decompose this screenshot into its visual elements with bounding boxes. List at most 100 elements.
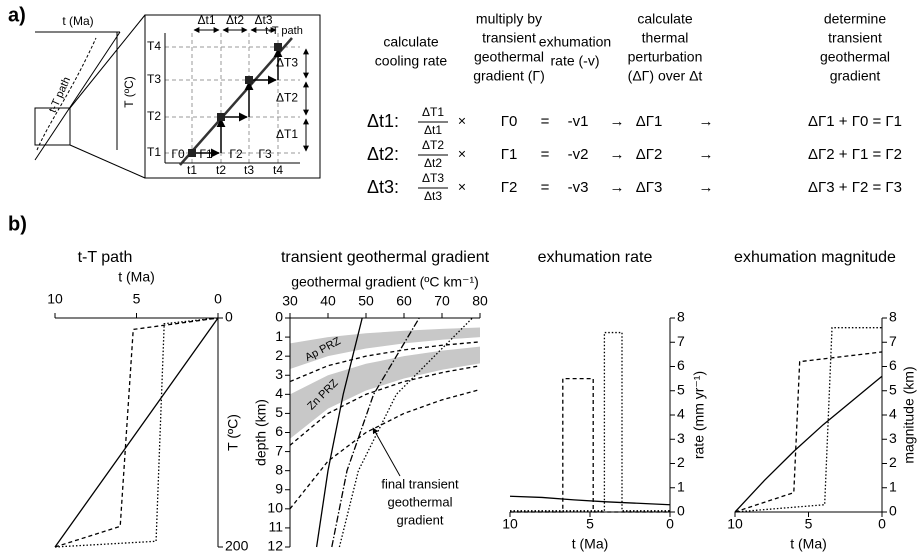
T-label: T2 (147, 109, 161, 123)
row-result: ΔΓ2 + Γ1 = Γ2 (808, 146, 902, 163)
inset-point (217, 113, 225, 121)
y-tick-label: 1 (275, 328, 283, 344)
row-perturbation: ΔΓ3 (636, 179, 663, 196)
y-tick-label: 4 (889, 406, 897, 422)
series-line (338, 317, 473, 548)
row-times: × (458, 179, 466, 195)
fraction-denominator: Δt3 (424, 189, 442, 203)
row-rate: -v2 (568, 146, 589, 163)
gamma-label: Γ2 (229, 147, 243, 161)
y-tick-label: 6 (889, 357, 897, 373)
x-axis-label: t (Ma) (572, 536, 609, 552)
y-tick-label: 2 (889, 454, 897, 470)
x-tick-label: 5 (805, 516, 813, 532)
x-tick-label: 80 (472, 293, 488, 309)
x-tick-label: 30 (282, 293, 298, 309)
annotation: final transient (381, 476, 459, 491)
series-line (510, 331, 670, 512)
column-header: calculate (637, 11, 692, 27)
y-tick-label: 7 (677, 333, 685, 349)
inset-point (274, 43, 282, 51)
series-line (54, 317, 219, 548)
series-line (289, 388, 481, 510)
series-line (289, 341, 481, 383)
column-header: transient (482, 30, 536, 46)
row-times: × (458, 113, 466, 129)
y-tick-label: 8 (275, 461, 283, 477)
x-tick-label: 10 (47, 291, 63, 307)
annotation-arrow (372, 427, 401, 477)
row-equals: = (541, 146, 550, 163)
y-tick-label: 8 (889, 309, 897, 325)
gamma-label: Γ1 (199, 147, 213, 161)
series-line (510, 377, 670, 513)
y-tick-label: 12 (267, 538, 283, 554)
y-tick-label: 3 (889, 430, 897, 446)
t-label: t2 (216, 163, 226, 177)
column-header: (ΔΓ) over Δt (628, 68, 703, 84)
fraction-numerator: ΔT3 (422, 171, 444, 185)
sketch-x-label: t (Ma) (62, 14, 93, 28)
x-tick-label: 5 (586, 516, 594, 532)
inset-point (245, 76, 253, 84)
row-equals: = (541, 179, 550, 196)
y-tick-label: 4 (677, 406, 685, 422)
y-axis-label: magnitude (km) (901, 366, 917, 463)
column-header: multiply by (476, 11, 542, 27)
row-arrow1: → (610, 179, 625, 196)
dT-label: ΔT3 (276, 56, 298, 70)
y-tick-label: 4 (275, 385, 283, 401)
y-tick-label: 5 (275, 404, 283, 420)
fraction-denominator: Δt1 (424, 123, 442, 137)
row-gradient: Γ2 (501, 179, 518, 196)
row-label: Δt2: (367, 144, 399, 164)
row-result: ΔΓ3 + Γ2 = Γ3 (808, 179, 902, 196)
column-header: gradient (830, 68, 881, 84)
zoom-line (69, 14, 146, 109)
panel-label: a) (8, 4, 26, 26)
column-header: perturbation (628, 49, 703, 65)
row-arrow1: → (610, 146, 625, 163)
fraction-denominator: Δt2 (424, 156, 442, 170)
T-label: T4 (147, 39, 161, 53)
zoom-box (34, 107, 71, 146)
y-tick-label: 9 (275, 480, 283, 496)
sketch-path (36, 37, 97, 151)
series-line (734, 375, 883, 513)
zoom-line (69, 144, 146, 179)
chart-title: transient geothermal gradient (281, 249, 490, 266)
T-label: T1 (147, 145, 161, 159)
x-tick-label: 0 (878, 516, 886, 532)
column-header: transient (828, 30, 882, 46)
x-tick-label: 0 (214, 291, 222, 307)
row-arrow2: → (699, 179, 714, 196)
row-arrow2: → (699, 146, 714, 163)
column-header: thermal (642, 30, 689, 46)
row-result: ΔΓ1 + Γ0 = Γ1 (808, 113, 902, 130)
y-tick-label: 3 (677, 430, 685, 446)
gamma-label: Γ0 (171, 147, 185, 161)
y-tick-label: 8 (677, 309, 685, 325)
y-tick-label: 2 (677, 454, 685, 470)
series-line (54, 317, 219, 548)
gamma-label: Γ3 (258, 147, 272, 161)
series-line (289, 365, 481, 446)
chart-title: t-T path (78, 249, 133, 266)
row-rate: -v3 (568, 179, 589, 196)
x-tick-label: 50 (358, 293, 374, 309)
y-tick-label: 5 (677, 381, 685, 397)
column-header: determine (824, 11, 886, 27)
T-label: T3 (147, 72, 161, 86)
y-tick-label: 1 (889, 478, 897, 494)
x-tick-label: 40 (320, 293, 336, 309)
x-axis-label: geothermal gradient (ºC km⁻¹) (291, 274, 479, 290)
x-axis-label: t (Ma) (118, 269, 155, 285)
row-perturbation: ΔΓ1 (636, 113, 663, 130)
x-tick-label: 10 (727, 516, 743, 532)
column-header: exhumation (539, 34, 611, 50)
annotation: geothermal (387, 494, 452, 509)
y-tick-label: 2 (275, 347, 283, 363)
column-header: calculate (383, 34, 438, 50)
t-label: t1 (187, 163, 197, 177)
row-gradient: Γ1 (501, 146, 518, 163)
